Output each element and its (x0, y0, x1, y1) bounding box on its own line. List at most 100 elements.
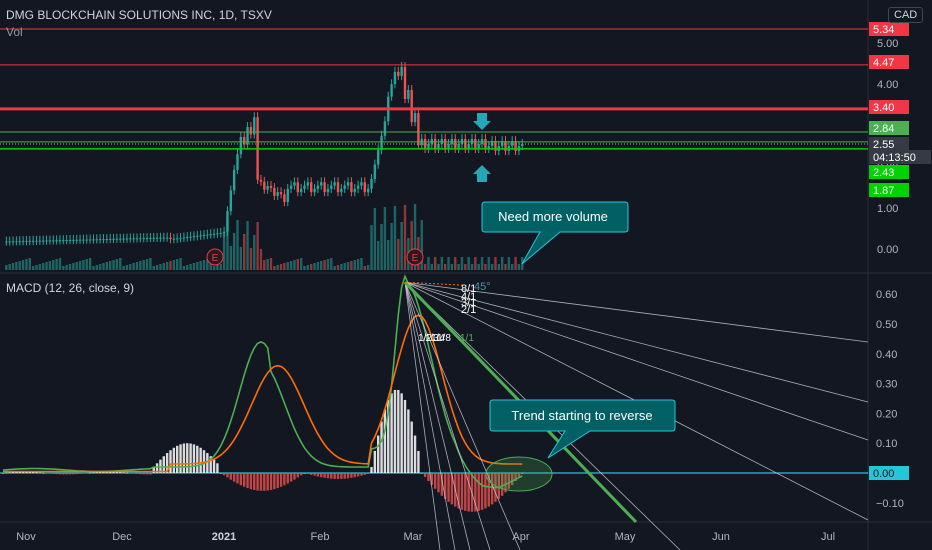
volume-bar (135, 262, 139, 270)
candle-body (484, 138, 487, 149)
gann-fan-label: 1/4 (431, 333, 445, 344)
volume-bar (75, 262, 78, 270)
price-badge (869, 137, 909, 151)
volume-bar (58, 258, 62, 270)
macd-histogram-bar (155, 463, 159, 473)
candle-body (373, 164, 377, 179)
macd-histogram-bar (145, 473, 149, 475)
macd-histogram-bar (397, 389, 400, 473)
candle-body (179, 237, 182, 239)
macd-histogram-bar (303, 473, 306, 474)
volume-bar (420, 220, 423, 270)
macd-histogram-bar (75, 473, 78, 475)
candle-body (444, 138, 447, 149)
gann-fan-line (404, 282, 471, 550)
candle-body (276, 192, 279, 196)
volume-bar (433, 257, 437, 270)
macd-histogram-bar (152, 467, 155, 473)
volume-bar (373, 208, 377, 270)
volume-bar (444, 264, 447, 270)
volume-bar (5, 265, 8, 270)
macd-histogram-bar (232, 473, 236, 482)
macd-histogram-bar (484, 473, 487, 509)
candle-body (477, 143, 480, 149)
candle-body (243, 136, 246, 145)
macd-histogram-bar (135, 473, 139, 474)
reverse-callout[interactable] (489, 399, 676, 459)
macd-histogram-bar (447, 473, 450, 502)
volume-bar (440, 257, 444, 270)
currency-button[interactable]: CAD (888, 7, 924, 23)
candle-body (155, 237, 159, 239)
volume-bar (92, 266, 95, 270)
candle-body (45, 240, 48, 242)
volume-bar (380, 224, 383, 270)
candle-body (226, 211, 229, 232)
macd-histogram-bar (249, 473, 253, 490)
volume-bar (276, 265, 279, 270)
macd-histogram-bar (430, 473, 433, 485)
earnings-marker[interactable] (206, 248, 224, 266)
candle-body (333, 182, 336, 186)
candle-body (15, 241, 18, 243)
candle-body (82, 239, 85, 241)
macd-tick: 0.40 (876, 349, 897, 361)
macd-histogram-bar (182, 443, 186, 473)
candle-body (42, 240, 45, 242)
macd-histogram-bar (383, 409, 387, 473)
macd-histogram-bar (423, 473, 427, 478)
volume-bar (119, 258, 122, 270)
macd-histogram-bar (380, 421, 383, 473)
reverse-highlight[interactable] (485, 456, 553, 492)
macd-histogram-bar (92, 472, 95, 473)
volume-bar (286, 262, 289, 270)
volume-bar (393, 206, 397, 270)
candle-body (165, 237, 169, 239)
candle-body (521, 143, 524, 146)
macd-histogram-bar (212, 459, 216, 473)
macd-panel (0, 274, 868, 512)
candle-body (95, 239, 98, 241)
horizontal-levels[interactable] (0, 28, 868, 150)
candle-body (266, 185, 269, 190)
candle-body (306, 182, 310, 186)
macd-histogram-bar (474, 473, 477, 512)
macd-histogram-bar (269, 473, 273, 491)
macd-histogram-bar (222, 473, 226, 476)
macd-histogram-bar (229, 473, 232, 480)
volume-bar (400, 222, 403, 270)
macd-histogram-bar (320, 473, 323, 478)
candle-body (383, 121, 387, 136)
volume-bar (474, 257, 477, 270)
candle-body (35, 240, 38, 242)
macd-histogram-bar (360, 473, 363, 476)
macd-histogram-bar (95, 472, 98, 473)
volume-bar (229, 246, 232, 270)
volume-bar (299, 258, 303, 270)
candle-body (135, 238, 139, 240)
price-badge (869, 150, 931, 164)
macd-histogram-bar (393, 389, 397, 473)
volume-bar (232, 233, 236, 270)
macd-histogram-bar (253, 473, 256, 491)
earnings-marker[interactable] (406, 248, 424, 266)
annotations[interactable]: E E Need more volume Trend starting to reve… (206, 113, 676, 492)
volume-bar (179, 258, 182, 270)
macd-histogram-bar (88, 472, 92, 474)
volume-bar (25, 259, 28, 270)
volume-bar (8, 264, 11, 270)
volume-bar (31, 266, 35, 270)
candle-body (159, 237, 162, 239)
volume-bar (122, 266, 125, 270)
macd-histogram-bar (296, 473, 299, 478)
candle-body (393, 71, 397, 85)
price-badge (869, 121, 909, 135)
candle-body (390, 84, 393, 97)
price-badge-label: 04:13:50 (873, 152, 916, 164)
candle-body (343, 185, 346, 189)
macd-histogram-bar (410, 421, 413, 473)
volume-callout[interactable] (481, 201, 629, 265)
candle-body (149, 237, 152, 239)
candle-body (346, 182, 350, 186)
